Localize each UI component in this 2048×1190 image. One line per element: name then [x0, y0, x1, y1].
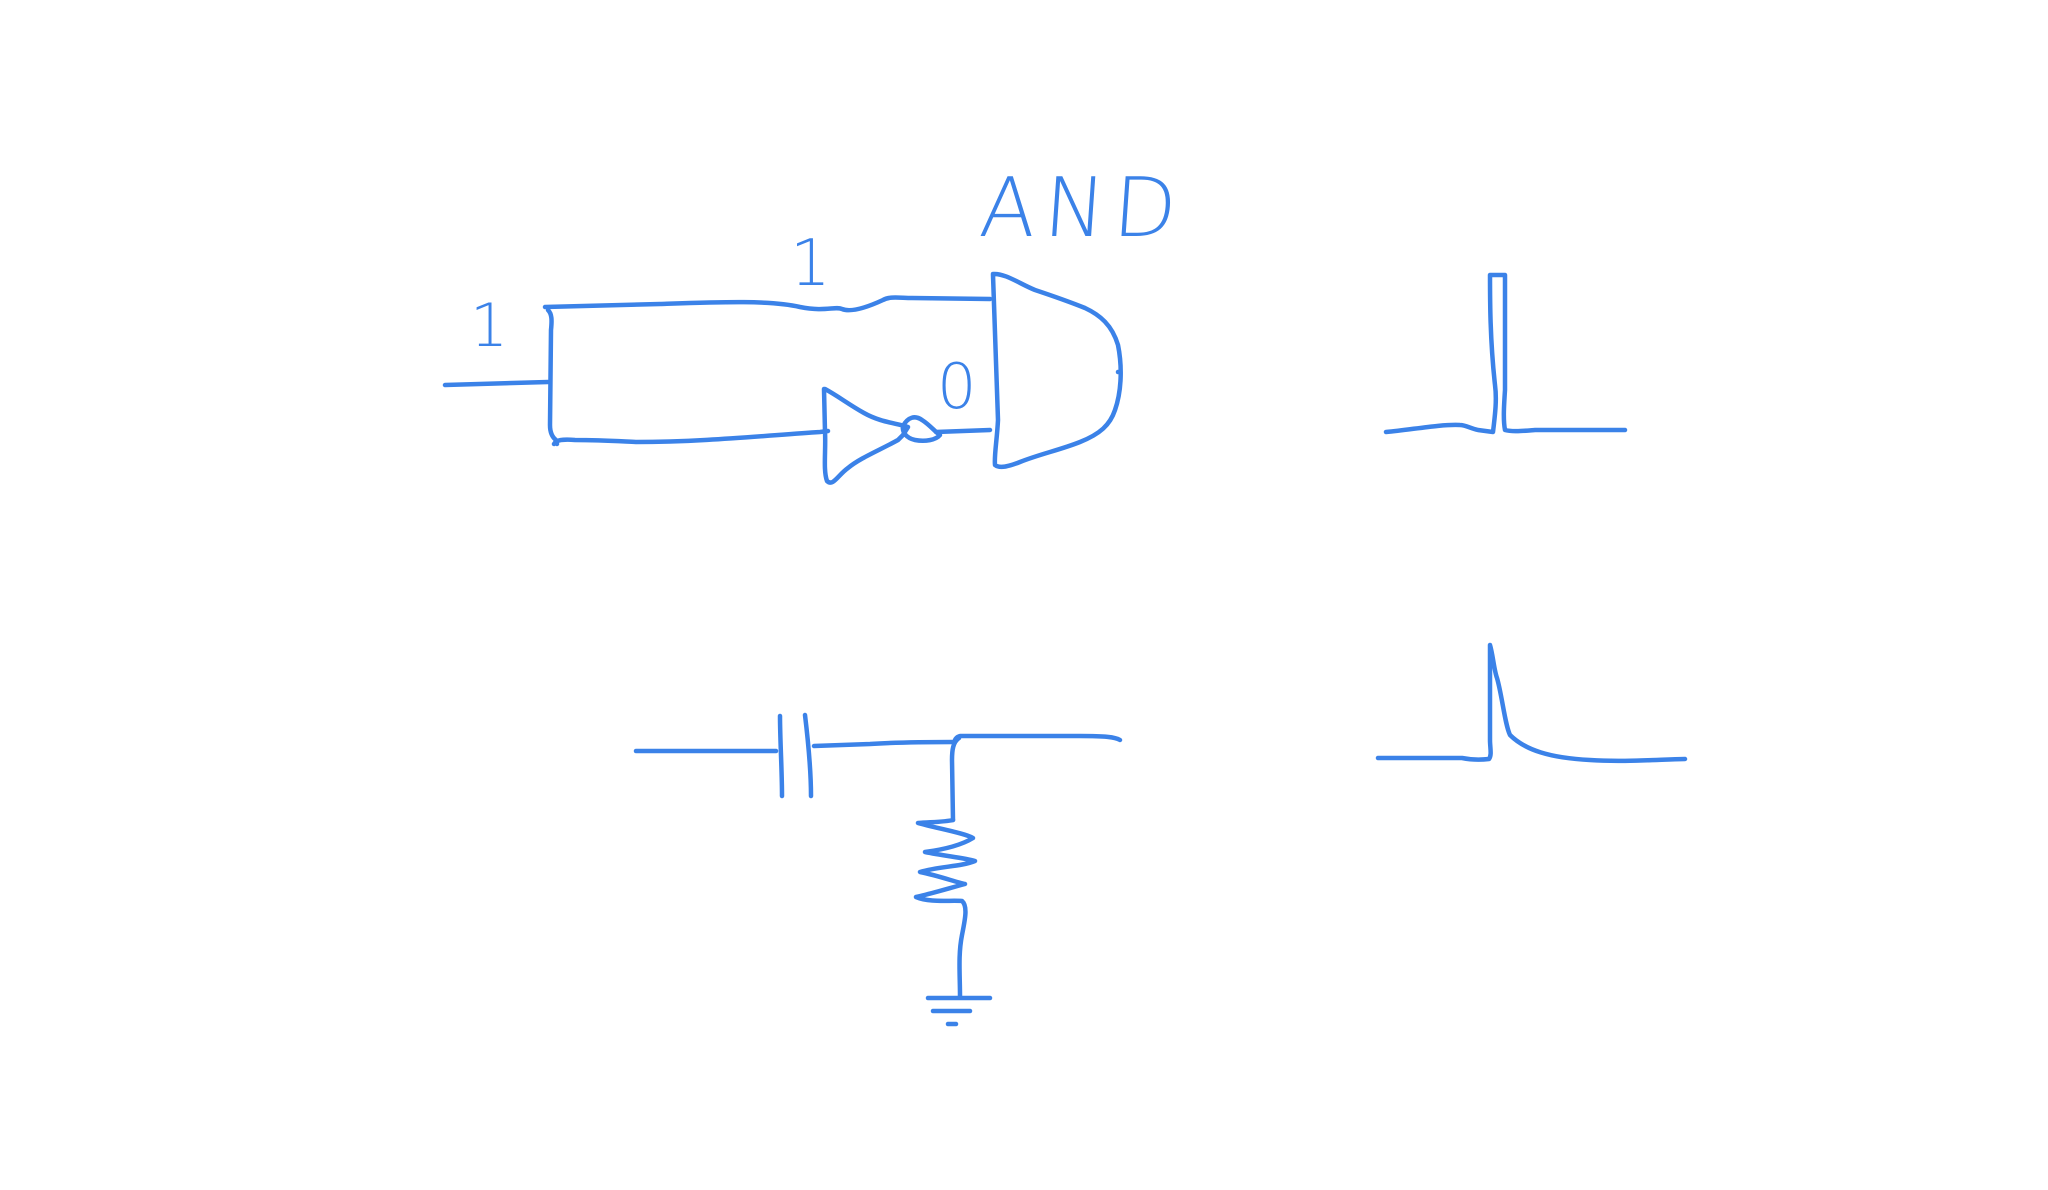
not-gate	[821, 386, 911, 485]
pulse-waveform	[1383, 272, 1628, 435]
top-branch-wire	[542, 295, 993, 313]
node-down-wire	[949, 735, 962, 823]
rc-output-wire	[952, 733, 1123, 743]
inverter-output-wire	[933, 427, 993, 435]
and-top-input-logic-level: 1	[790, 227, 831, 301]
input-logic-level: 1	[470, 291, 509, 361]
spike-waveform	[1375, 642, 1688, 764]
capacitor-plate-left	[777, 713, 785, 799]
split-wire	[545, 307, 560, 447]
not-gate-bubble	[900, 415, 943, 444]
resistor	[913, 817, 978, 999]
logic-pulse-circuit	[442, 271, 1123, 485]
and-gate-label: AND	[976, 161, 1188, 256]
input-wire	[442, 379, 551, 388]
inverter-output-logic-level: 0	[937, 350, 977, 423]
and-gate	[990, 271, 1123, 470]
bottom-branch-wire	[551, 428, 831, 447]
capacitor-to-node-wire	[811, 739, 958, 749]
rc-differentiator-circuit	[633, 712, 1123, 1027]
capacitor-plate-right	[802, 712, 814, 799]
